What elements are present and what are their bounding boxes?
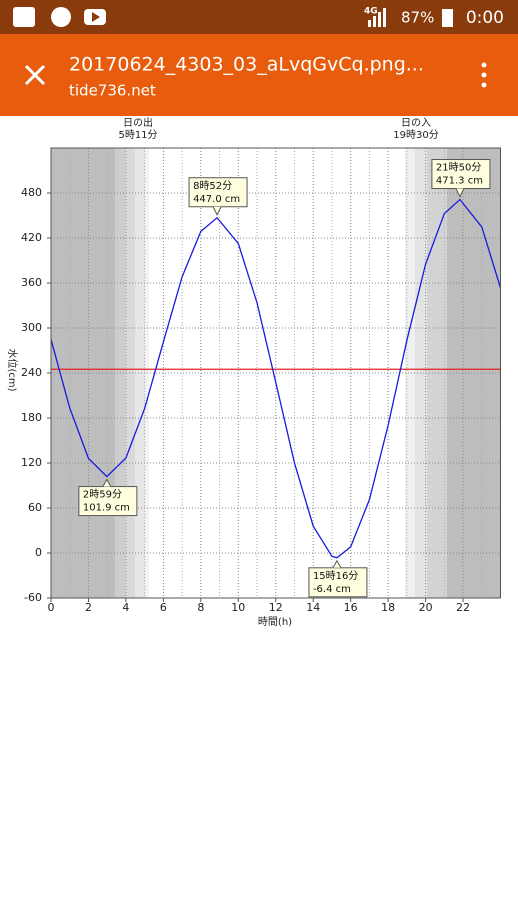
annotation-pointer [102, 478, 112, 487]
annotation-box [308, 567, 368, 598]
x-tick-label: 4 [122, 601, 129, 614]
app-icon [13, 7, 35, 27]
y-tick-label: 240 [21, 366, 42, 379]
x-tick-label: 10 [231, 601, 245, 614]
clock: 0:00 [466, 8, 504, 28]
extreme-annotation: 15時16分 -6.4 cm [308, 559, 368, 598]
annotation-level: 471.3 cm [436, 176, 483, 187]
x-tick-label: 6 [160, 601, 167, 614]
sunrise-time: 5時11分 [118, 129, 157, 141]
x-tick-label: 16 [344, 601, 358, 614]
play-glyph [92, 12, 100, 22]
annotation-time: 21時50分 [436, 162, 481, 174]
close-button[interactable] [24, 64, 46, 86]
sunset-label: 日の入 [401, 118, 431, 129]
y-tick-label: 420 [21, 231, 42, 244]
signal-icon [368, 8, 386, 27]
x-tick-label: 14 [306, 601, 320, 614]
y-tick-label: -60 [24, 591, 42, 604]
annotation-box [431, 159, 491, 190]
y-tick-label: 60 [28, 501, 42, 514]
x-tick-label: 20 [419, 601, 433, 614]
x-tick-label: 22 [456, 601, 470, 614]
annotation-box [78, 486, 138, 517]
annotation-pointer [332, 559, 342, 569]
plot-frame [50, 147, 501, 599]
x-axis-label: 時間(h) [258, 616, 292, 628]
sunset-time: 19時30分 [393, 129, 438, 141]
x-tick-label: 0 [48, 601, 55, 614]
extreme-annotation: 21時50分 471.3 cm [431, 159, 491, 198]
menu-button[interactable] [481, 62, 487, 88]
extreme-annotation: 2時59分 101.9 cm [78, 478, 138, 517]
x-tick-label: 2 [85, 601, 92, 614]
annotation-level: 447.0 cm [193, 194, 240, 205]
app-title: 20170624_4303_03_aLvqGvCq.png... [69, 54, 424, 76]
app-bar [0, 34, 518, 116]
y-tick-label: 120 [21, 456, 42, 469]
annotation-level: 101.9 cm [83, 503, 130, 514]
app-icon [51, 7, 71, 27]
y-tick-label: 300 [21, 321, 42, 334]
annotation-time: 2時59分 [83, 489, 122, 501]
app-subtitle: tide736.net [69, 82, 156, 100]
y-tick-label: 360 [21, 276, 42, 289]
extreme-annotation: 8時52分 447.0 cm [188, 177, 248, 216]
tide-line [50, 198, 502, 559]
y-tick-label: 0 [35, 546, 42, 559]
sunrise-label: 日の出 [123, 116, 153, 129]
annotation-pointer [212, 206, 222, 216]
annotation-box [188, 177, 248, 208]
x-tick-label: 12 [269, 601, 283, 614]
battery-level: 87% [401, 9, 434, 27]
network-label: 4G [364, 7, 378, 17]
annotation-time: 15時16分 [313, 570, 358, 582]
y-axis-label: 水位(cm) [6, 348, 19, 391]
y-tick-label: 180 [21, 411, 42, 424]
annotation-time: 8時52分 [193, 180, 232, 192]
annotation-level: -6.4 cm [313, 584, 351, 595]
status-bar [0, 0, 518, 34]
x-tick-label: 18 [381, 601, 395, 614]
x-tick-label: 8 [197, 601, 204, 614]
annotation-pointer [455, 188, 465, 198]
battery-icon [442, 9, 453, 27]
y-tick-label: 480 [21, 186, 42, 199]
